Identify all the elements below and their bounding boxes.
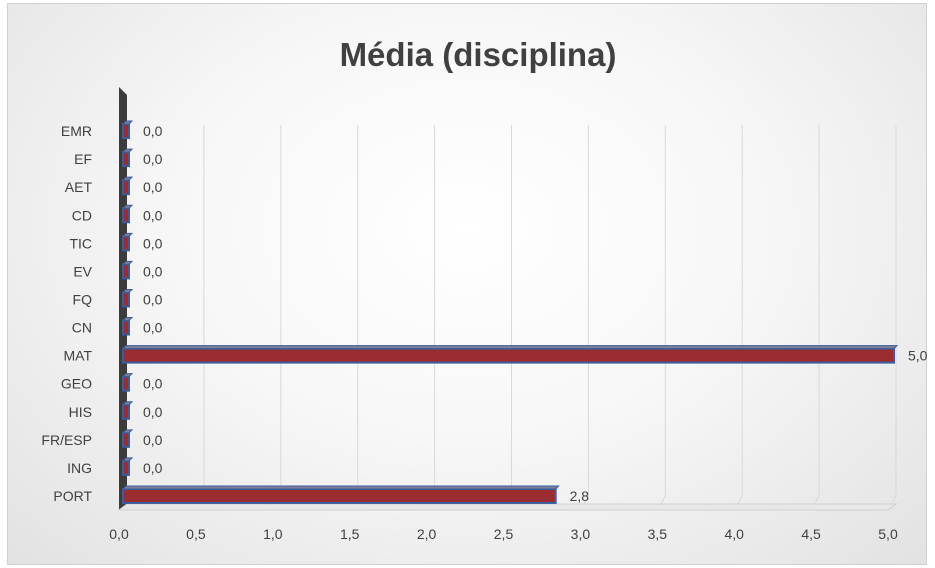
bar-top-face: [121, 317, 134, 322]
data-label: 0,0: [143, 179, 163, 195]
data-label: 0,0: [143, 263, 163, 279]
data-label: 0,0: [143, 376, 163, 392]
bar-top-face: [121, 120, 134, 125]
x-tick-label: 1,5: [340, 526, 360, 542]
category-label: PORT: [53, 488, 92, 504]
data-label: 0,0: [143, 460, 163, 476]
bar-top-face: [121, 204, 134, 209]
x-tick-label: 1,0: [263, 526, 283, 542]
bar: [122, 151, 130, 168]
axis-floor: [117, 503, 898, 511]
category-label: EV: [73, 263, 92, 279]
category-label: HIS: [69, 404, 92, 420]
x-tick-label: 3,5: [648, 526, 668, 542]
category-label: CD: [72, 207, 92, 223]
bar-top-face: [121, 429, 134, 434]
category-label: AET: [65, 179, 93, 195]
bar: [122, 403, 130, 420]
bar-top-face: [121, 148, 134, 153]
gridline: [426, 125, 436, 511]
bar-top-face: [121, 345, 899, 350]
axis: [117, 87, 898, 511]
data-label: 0,0: [143, 207, 163, 223]
bar: [122, 319, 130, 336]
labels: 0,0 0,5 1,0 1,5 2,0 2,5 3,0 3,5 4,0 4,5 5,0 PORT 2,8…: [41, 123, 927, 542]
data-label: 0,0: [143, 151, 163, 167]
category-label: MAT: [63, 348, 92, 364]
bar-top-face: [121, 288, 134, 293]
data-label: 0,0: [143, 432, 163, 448]
x-tick-label: 0,0: [109, 526, 129, 542]
x-tick-label: 4,0: [724, 526, 744, 542]
category-label: EMR: [61, 123, 92, 139]
data-label: 0,0: [143, 404, 163, 420]
category-label: EF: [74, 151, 92, 167]
bar-top-face: [121, 373, 134, 378]
gridline: [656, 125, 666, 511]
bar-top-face: [121, 485, 560, 490]
x-tick-label: 4,5: [801, 526, 821, 542]
x-tick-label: 2,5: [494, 526, 514, 542]
bar: [122, 207, 130, 224]
x-tick-label: 3,0: [571, 526, 591, 542]
bar: [122, 487, 557, 504]
bar: [122, 123, 130, 140]
bar-top-face: [121, 260, 134, 265]
category-label: TIC: [69, 235, 92, 251]
bar-top-face: [121, 232, 134, 237]
data-label: 0,0: [143, 291, 163, 307]
category-label: ING: [67, 460, 92, 476]
bar: [122, 263, 130, 280]
data-label: 0,0: [143, 320, 163, 336]
category-label: FR/ESP: [41, 432, 92, 448]
gridline: [810, 125, 820, 511]
gridline: [195, 125, 205, 511]
bar-chart: 0,0 0,5 1,0 1,5 2,0 2,5 3,0 3,5 4,0 4,5 5,0 PORT 2,8…: [41, 36, 927, 542]
bar: [122, 347, 895, 364]
data-label: 2,8: [570, 488, 590, 504]
gridline: [503, 125, 512, 511]
category-label: GEO: [61, 376, 92, 392]
category-label: FQ: [73, 291, 93, 307]
chart-title: Média (disciplina): [340, 36, 617, 73]
gridline: [733, 125, 743, 511]
x-tick-label: 0,5: [186, 526, 206, 542]
data-label: 0,0: [143, 123, 163, 139]
gridline: [349, 125, 359, 511]
data-label: 5,0: [908, 348, 928, 364]
bar-top-face: [121, 457, 134, 462]
bar-top-face: [121, 176, 134, 181]
x-tick-label: 2,0: [417, 526, 437, 542]
bar: [122, 431, 130, 448]
bar: [122, 375, 130, 392]
gridlines: [195, 125, 897, 511]
gridline: [579, 125, 589, 511]
gridline: [887, 125, 897, 511]
bar: [122, 291, 130, 308]
category-label: CN: [72, 320, 92, 336]
bars: [121, 120, 899, 504]
chart-area: 0,0 0,5 1,0 1,5 2,0 2,5 3,0 3,5 4,0 4,5 5,0 PORT 2,8…: [7, 3, 928, 565]
data-label: 0,0: [143, 235, 163, 251]
bar: [122, 459, 130, 476]
x-tick-label: 5,0: [878, 526, 898, 542]
bar: [122, 235, 130, 252]
bar-top-face: [121, 401, 134, 406]
gridline: [272, 125, 282, 511]
bar: [122, 179, 130, 196]
